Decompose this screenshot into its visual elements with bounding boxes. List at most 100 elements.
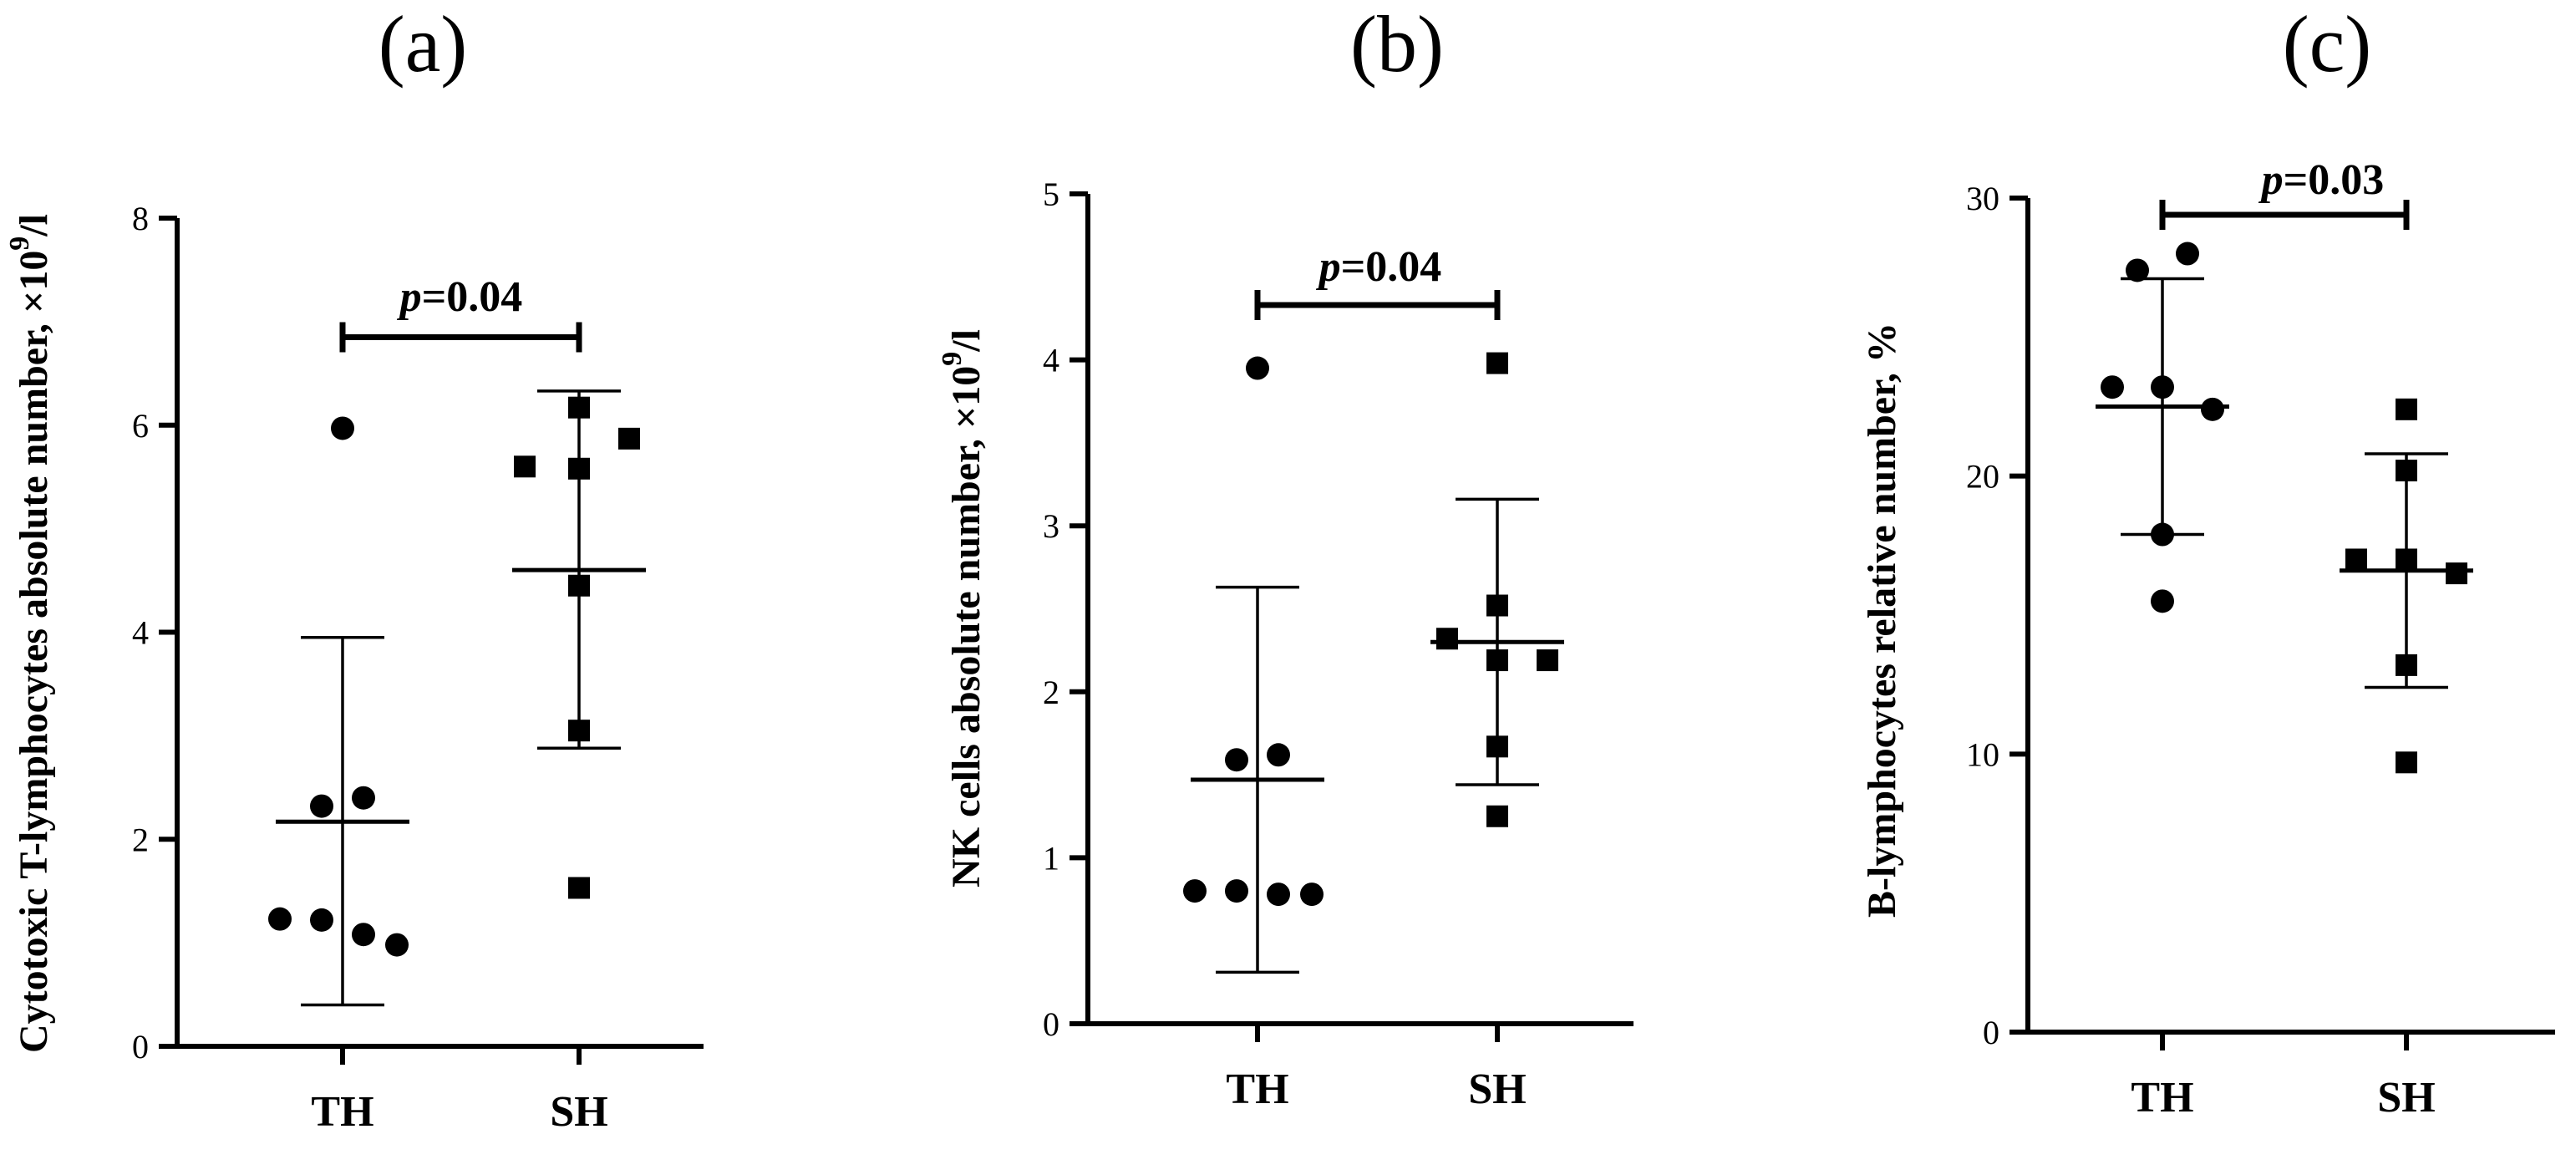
data-point-sh (1486, 805, 1508, 827)
y-tick-label: 30 (1966, 180, 1999, 217)
panel-c-axes (2025, 198, 2555, 1035)
data-point-sh (2396, 460, 2417, 482)
panel-b-y-axis-label-unit: /l (944, 329, 988, 353)
y-tick-label: 0 (132, 1028, 149, 1066)
data-point-th (1225, 748, 1248, 772)
data-point-th (2126, 258, 2149, 282)
panel-a-y-axis-label-sup: 9 (4, 237, 35, 251)
x-category-label: SH (550, 1088, 607, 1136)
panel-a: (a) Cytotoxic T-lymphocytes absolute num… (4, 0, 704, 1136)
data-point-th (268, 907, 292, 931)
data-point-sh (568, 720, 590, 742)
panel-c-significance: p=0.03 (2159, 156, 2410, 230)
y-tick-label: 4 (1043, 342, 1059, 379)
x-category-label: TH (1226, 1066, 1288, 1113)
significance-bracket (2159, 199, 2410, 230)
data-point-th (2201, 397, 2224, 421)
panel-b-p-italic: p (1316, 243, 1341, 291)
data-point-sh (1537, 649, 1558, 672)
panel-b: (b) NK cells absolute number, ×109/l 0 1 2… (937, 0, 1633, 1113)
x-category-label: SH (1468, 1066, 1526, 1113)
panel-c-label: (c) (2283, 0, 2372, 89)
data-point-sh (1436, 628, 1458, 650)
panel-c-ticks: 0 10 20 30 TH SH (1966, 180, 2436, 1122)
y-tick-label: 3 (1043, 507, 1059, 545)
x-category-label: SH (2377, 1074, 2435, 1122)
data-point-sh (2345, 548, 2367, 571)
y-tick-label: 0 (1043, 1005, 1059, 1043)
y-tick-label: 20 (1966, 458, 1999, 496)
y-tick-label: 0 (1983, 1014, 1999, 1051)
data-point-sh (2396, 654, 2417, 676)
significance-bracket (339, 322, 582, 353)
data-point-th (1246, 356, 1269, 380)
panel-b-label: (b) (1350, 0, 1444, 89)
panel-c: (c) B-lymphocytes relative number, % 0 10… (1860, 0, 2555, 1122)
panel-c-p-number: =0.03 (2284, 156, 2385, 204)
data-point-sh (568, 877, 590, 899)
panel-a-label: (a) (379, 0, 468, 89)
data-point-th (1267, 883, 1290, 907)
data-point-th (2176, 242, 2199, 266)
data-point-th (310, 908, 333, 932)
y-tick-label: 10 (1966, 735, 1999, 773)
panel-a-y-axis-label: Cytotoxic T-lymphocytes absolute number,… (4, 214, 56, 1053)
data-point-sh (618, 427, 640, 450)
panel-b-ticks: 0 1 2 3 4 5 TH SH (1043, 175, 1527, 1113)
data-point-sh (1486, 352, 1508, 374)
panel-b-p-number: =0.04 (1341, 243, 1442, 291)
y-tick-label: 6 (132, 407, 149, 445)
panel-a-significance: p=0.04 (339, 273, 582, 353)
panel-b-marks (1183, 352, 1564, 974)
panel-a-p-italic: p (397, 273, 422, 321)
x-category-label: TH (311, 1088, 373, 1136)
data-point-th (1183, 879, 1207, 903)
panel-c-p-value: p=0.03 (2258, 156, 2385, 204)
y-tick-label: 2 (132, 821, 149, 858)
data-point-sh (568, 396, 590, 419)
data-point-sh (1486, 649, 1508, 672)
data-point-th (385, 933, 409, 957)
data-point-th (352, 786, 375, 810)
data-point-th (310, 794, 333, 818)
panel-b-y-axis-label-main: NK cells absolute number, ×10 (944, 366, 988, 888)
data-point-th (1267, 743, 1290, 767)
data-point-sh (2396, 398, 2417, 420)
panel-b-significance: p=0.04 (1254, 243, 1501, 321)
data-point-th (352, 923, 375, 947)
significance-bracket (1254, 290, 1501, 321)
y-tick-label: 4 (132, 614, 149, 652)
data-point-th (1300, 883, 1324, 907)
data-point-th (2151, 589, 2174, 613)
data-point-sh (1486, 735, 1508, 758)
panel-c-y-axis-label: B-lymphocytes relative number, % (1860, 323, 1904, 918)
panel-a-y-axis-label-unit: /l (12, 214, 56, 237)
data-point-sh (2396, 548, 2417, 571)
data-point-sh (1486, 594, 1508, 617)
panel-b-y-axis-label: NK cells absolute number, ×109/l (937, 329, 988, 888)
data-point-sh (514, 455, 536, 478)
data-point-sh (568, 457, 590, 480)
data-point-th (2151, 375, 2174, 399)
y-tick-label: 8 (132, 200, 149, 237)
panel-c-p-italic: p (2258, 156, 2284, 204)
panel-a-ticks: 0 2 4 6 8 TH SH (132, 200, 608, 1136)
panel-a-marks (268, 389, 646, 1007)
x-category-label: TH (2131, 1074, 2193, 1122)
panel-a-y-axis-label-main: Cytotoxic T-lymphocytes absolute number,… (12, 251, 56, 1053)
panel-a-axes (175, 218, 704, 1049)
panel-b-y-axis-label-sup: 9 (937, 352, 968, 366)
data-point-sh (568, 574, 590, 597)
y-tick-label: 2 (1043, 674, 1059, 711)
panel-c-marks (2096, 242, 2473, 774)
data-point-th (331, 416, 354, 440)
panel-b-p-value: p=0.04 (1316, 243, 1442, 291)
data-point-th (1225, 879, 1248, 903)
panel-b-axes (1085, 194, 1633, 1026)
data-point-th (2151, 522, 2174, 547)
data-point-sh (2446, 562, 2467, 585)
data-point-th (2101, 375, 2124, 399)
panel-a-p-number: =0.04 (422, 273, 523, 321)
panel-a-p-value: p=0.04 (397, 273, 523, 321)
